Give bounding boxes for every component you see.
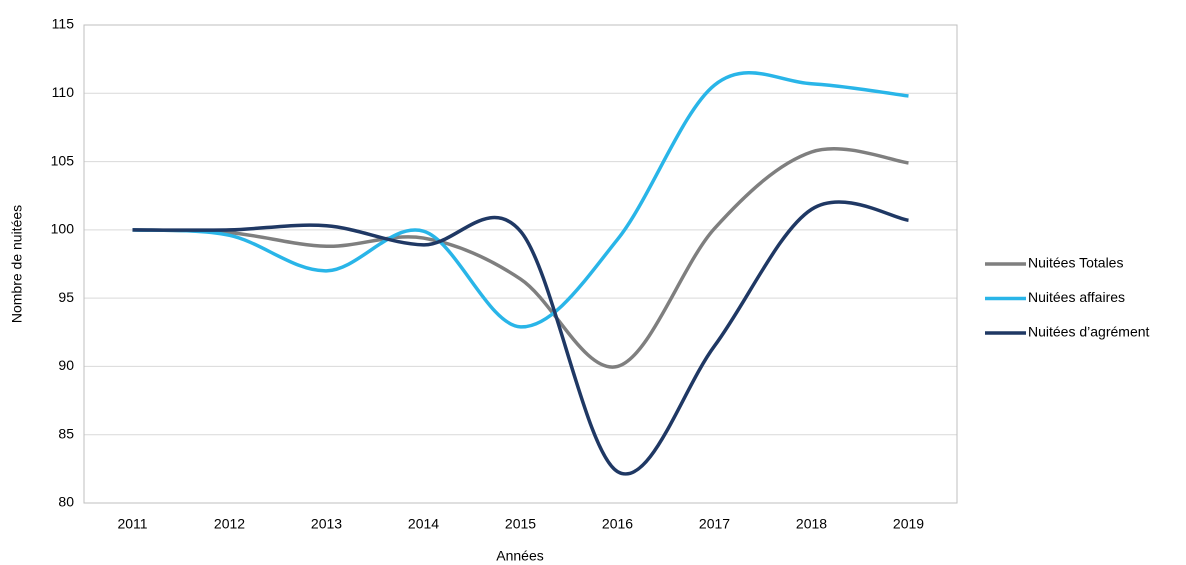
y-tick-label: 80 bbox=[58, 494, 74, 510]
y-tick-label: 95 bbox=[58, 289, 74, 305]
x-tick-label: 2012 bbox=[214, 516, 245, 532]
x-axis-label: Années bbox=[496, 548, 543, 564]
legend-label: Nuitées d’agrément bbox=[1028, 324, 1150, 340]
y-tick-label: 110 bbox=[52, 84, 75, 100]
x-tick-label: 2016 bbox=[602, 516, 633, 532]
x-tick-label: 2013 bbox=[311, 516, 342, 532]
y-tick-label: 115 bbox=[52, 16, 75, 32]
series-line bbox=[132, 200, 909, 476]
x-tick-label: 2017 bbox=[699, 516, 730, 532]
x-tick-label: 2018 bbox=[796, 516, 827, 532]
x-tick-label: 2014 bbox=[408, 516, 439, 532]
series-line bbox=[132, 71, 909, 329]
x-tick-label: 2019 bbox=[893, 516, 924, 532]
y-tick-label: 100 bbox=[51, 221, 75, 237]
legend-label: Nuitées affaires bbox=[1028, 289, 1125, 305]
y-tick-label: 85 bbox=[58, 425, 74, 441]
y-tick-label: 90 bbox=[58, 357, 74, 373]
legend-label: Nuitées Totales bbox=[1028, 255, 1123, 271]
x-tick-label: 2011 bbox=[117, 516, 147, 532]
x-tick-label: 2015 bbox=[505, 516, 536, 532]
y-axis-label: Nombre de nuitées bbox=[9, 205, 25, 323]
plot-border bbox=[83, 24, 958, 504]
y-tick-label: 105 bbox=[51, 152, 75, 168]
series-line bbox=[132, 147, 909, 369]
